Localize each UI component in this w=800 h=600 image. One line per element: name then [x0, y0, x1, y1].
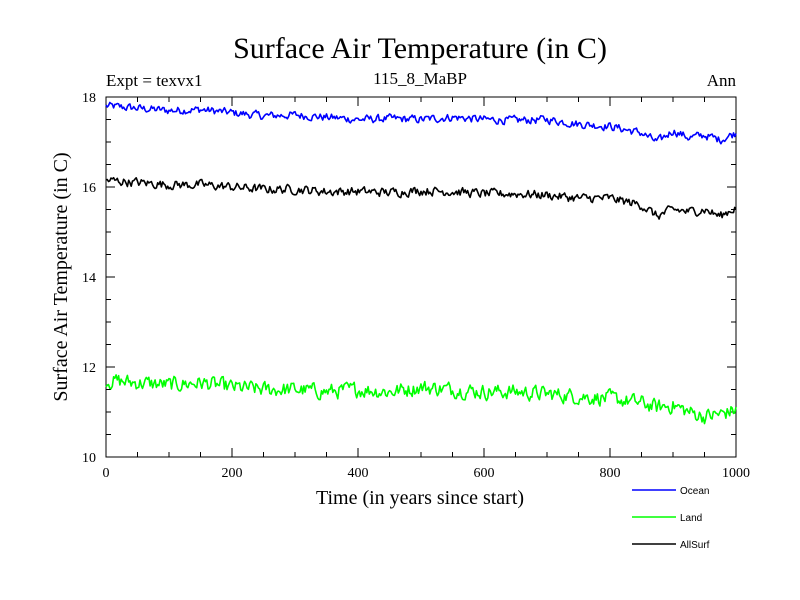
y-tick-label: 16 [82, 181, 96, 196]
y-axis-label: Surface Air Temperature (in C) [50, 152, 72, 401]
chart-title: Surface Air Temperature (in C) [233, 32, 607, 65]
series-layer [105, 101, 737, 425]
x-tick-label: 600 [474, 466, 495, 481]
y-tick-label: 12 [82, 361, 96, 376]
legend: Ocean Land AllSurf [632, 486, 710, 551]
x-axis-label: Time (in years since start) [316, 487, 524, 509]
x-tick-label: 0 [103, 466, 110, 481]
legend-label-ocean: Ocean [680, 486, 709, 497]
y-axis: 10 12 14 16 18 [82, 91, 736, 466]
y-tick-label: 10 [82, 451, 96, 466]
series-line-allsurf [105, 176, 737, 220]
x-axis: 0 200 400 600 800 1000 [103, 97, 750, 481]
series-line-land [105, 374, 737, 425]
legend-label-allsurf: AllSurf [680, 540, 710, 551]
x-tick-label: 200 [222, 466, 243, 481]
legend-label-land: Land [680, 513, 702, 524]
plot-frame [105, 96, 737, 458]
experiment-label: Expt = texvx1 [106, 71, 202, 90]
season-label: Ann [707, 71, 737, 90]
x-tick-label: 800 [600, 466, 621, 481]
x-tick-label: 1000 [722, 466, 750, 481]
period-label: 115_8_MaBP [373, 69, 467, 88]
series-line-ocean [105, 101, 737, 145]
y-tick-label: 14 [82, 271, 96, 286]
x-tick-label: 400 [348, 466, 369, 481]
y-tick-label: 18 [82, 91, 96, 106]
